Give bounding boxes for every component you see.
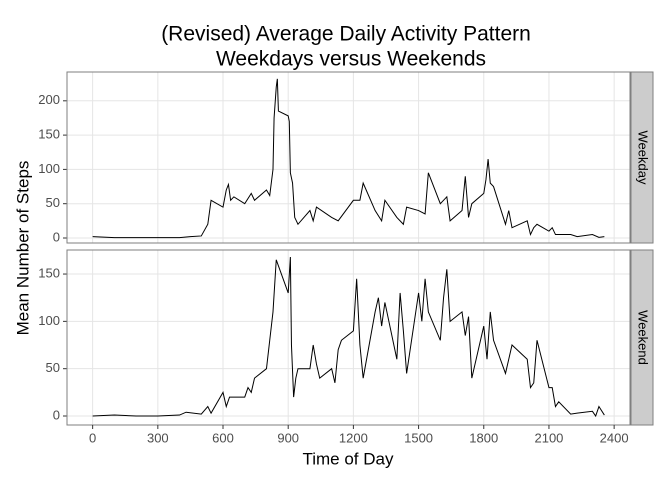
facet-strip xyxy=(630,71,654,244)
y-tick-label: 50 xyxy=(46,360,60,375)
x-tick-label: 1500 xyxy=(404,430,433,445)
y-tick-label: 0 xyxy=(53,229,60,244)
y-tick-label: 200 xyxy=(38,92,60,107)
y-tick-label: 50 xyxy=(46,195,60,210)
x-tick-label: 2100 xyxy=(534,430,563,445)
panel-border xyxy=(66,71,631,244)
y-tick-label: 100 xyxy=(38,161,60,176)
panel-background xyxy=(67,72,630,243)
x-axis-label: Time of Day xyxy=(302,449,394,468)
panel-border xyxy=(66,249,631,426)
y-tick-label: 150 xyxy=(38,265,60,280)
x-tick-label: 0 xyxy=(89,430,96,445)
y-tick-label: 100 xyxy=(38,313,60,328)
x-tick-label: 300 xyxy=(147,430,169,445)
x-tick-label: 600 xyxy=(212,430,234,445)
facet-strip xyxy=(630,249,654,426)
x-tick-label: 2400 xyxy=(600,430,629,445)
y-axis-label: Mean Number of Steps xyxy=(13,161,32,336)
x-tick-label: 900 xyxy=(277,430,299,445)
chart-title: (Revised) Average Daily Activity Pattern xyxy=(161,23,531,46)
data-line xyxy=(92,78,605,239)
facet-label: Weekend xyxy=(636,310,651,365)
x-tick-label: 1800 xyxy=(469,430,498,445)
y-tick-label: 0 xyxy=(53,407,60,422)
x-tick-label: 1200 xyxy=(339,430,368,445)
panel-background xyxy=(67,250,630,425)
y-tick-label: 150 xyxy=(38,127,60,142)
facet-label: Weekday xyxy=(636,131,651,185)
chart-title: Weekdays versus Weekends xyxy=(216,48,486,71)
data-line xyxy=(92,256,605,418)
